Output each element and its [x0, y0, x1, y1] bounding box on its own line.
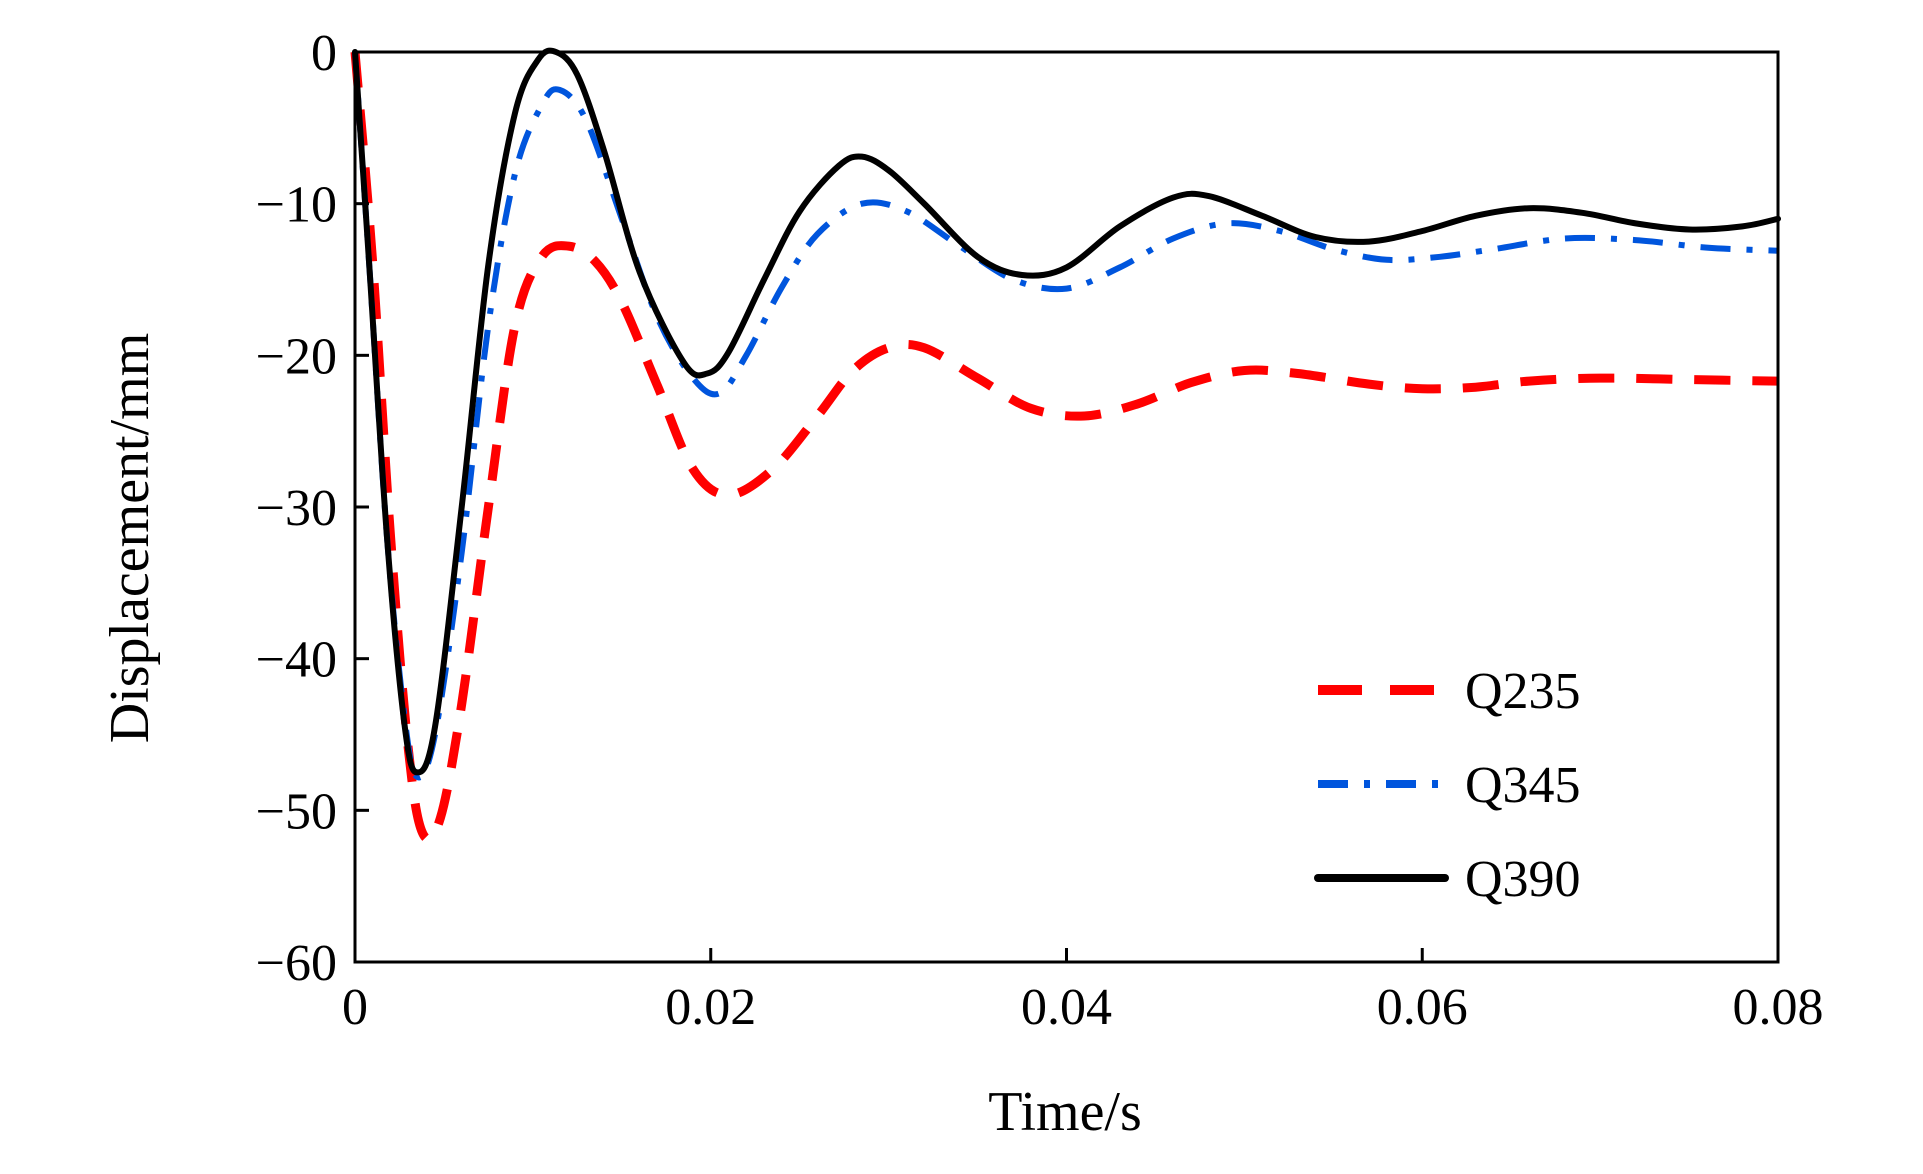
x-tick-label: 0	[342, 979, 368, 1036]
y-tick-label: 0	[311, 25, 337, 82]
y-tick-label: −10	[256, 177, 337, 234]
legend-label-q390: Q390	[1465, 851, 1581, 908]
x-axis-title: Time/s	[988, 1081, 1142, 1143]
x-tick-label: 0.02	[665, 979, 756, 1036]
y-axis-title: Displacement/mm	[99, 333, 161, 744]
y-tick-label: −30	[256, 480, 337, 537]
x-tick-label: 0.04	[1021, 979, 1112, 1036]
y-tick-label: −40	[256, 632, 337, 689]
y-tick-label: −50	[256, 783, 337, 840]
y-tick-label: −20	[256, 328, 337, 385]
series-line-q235	[350, 51, 1779, 844]
x-tick-label: 0.06	[1377, 979, 1468, 1036]
legend-label-q345: Q345	[1465, 757, 1581, 814]
plot-frame	[353, 50, 1780, 964]
y-tick-label: −60	[256, 935, 337, 992]
axis-ticks: 0 0.02 0.04 0.06 0.08 0 −10 −20 −30 −40 −50 −60	[256, 25, 1824, 1036]
x-tick-label: 0.08	[1733, 979, 1824, 1036]
series-line-q390	[352, 47, 1781, 776]
plot-lines	[350, 47, 1781, 844]
legend-label-q235: Q235	[1465, 663, 1581, 720]
series-line-q345	[352, 51, 1779, 781]
legend: Q235 Q345 Q390	[1314, 663, 1581, 908]
